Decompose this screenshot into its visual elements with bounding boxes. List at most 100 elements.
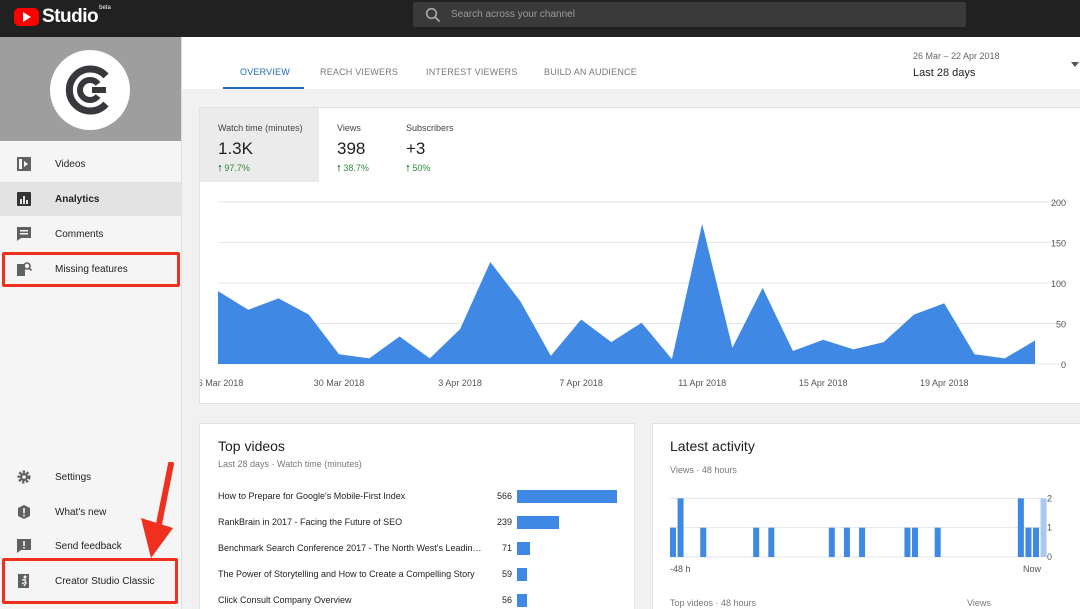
metric-change: 🠕 38.7%: [337, 163, 369, 173]
metric-value: 398: [337, 139, 366, 158]
video-bar: [517, 594, 527, 607]
y-tick-label: 0: [1061, 360, 1066, 370]
activity-footer-top-videos: Top videos · 48 hours: [670, 598, 757, 608]
channel-avatar[interactable]: [50, 50, 130, 130]
sidebar-item-label: Missing features: [55, 263, 128, 275]
video-title[interactable]: RankBrain in 2017 - Facing the Future of…: [218, 517, 403, 527]
tab-reach-viewers[interactable]: REACH VIEWERS: [320, 67, 399, 77]
chevron-down-icon[interactable]: [1071, 62, 1079, 67]
top-video-row[interactable]: RankBrain in 2017 - Facing the Future of…: [218, 515, 618, 531]
activity-bar: [859, 527, 866, 557]
sidebar-item-label: Videos: [55, 158, 86, 170]
search-icon: [425, 7, 441, 22]
sidebar-item-label: Send feedback: [55, 540, 122, 552]
activity-footer-views: Views: [967, 598, 991, 608]
video-icon: [17, 157, 31, 171]
y-tick-label: 2: [1047, 493, 1052, 503]
video-bar: [517, 516, 560, 529]
activity-bar: [912, 527, 918, 557]
top-video-row[interactable]: Benchmark Search Conference 2017 - The N…: [218, 541, 618, 557]
watch-time-area: [218, 223, 1035, 364]
metric-label: Views: [337, 123, 361, 133]
sidebar: Videos Analytics Comments Missing featur…: [0, 37, 182, 609]
sidebar-item-label: Comments: [55, 228, 104, 240]
comment-icon: [17, 227, 31, 241]
y-tick-label: 0: [1047, 552, 1052, 562]
video-title[interactable]: How to Prepare for Google's Mobile-First…: [218, 491, 406, 501]
latest-activity-title: Latest activity: [670, 438, 755, 454]
video-title[interactable]: Click Consult Company Overview: [218, 595, 352, 605]
activity-bar-current: [1040, 498, 1047, 557]
alert-icon: [18, 505, 30, 519]
y-tick-label: 1: [1047, 523, 1052, 533]
tab-interest-viewers[interactable]: INTEREST VIEWERS: [426, 67, 518, 77]
activity-bar: [768, 527, 775, 557]
activity-bar: [700, 527, 707, 557]
sidebar-item-send-feedback[interactable]: Send feedback: [0, 529, 181, 563]
logo-text: Studio: [42, 6, 99, 27]
metric-views[interactable]: Views 398 🠕 38.7%: [319, 108, 389, 182]
metric-label: Watch time (minutes): [218, 123, 303, 133]
video-value: 239: [496, 517, 512, 527]
bar-chart-icon: [17, 192, 31, 206]
video-value: 56: [501, 595, 512, 605]
sidebar-item-comments[interactable]: Comments: [0, 217, 181, 251]
y-tick-label: 50: [1056, 320, 1066, 330]
metric-value: +3: [406, 139, 426, 158]
logo-beta: beta: [99, 5, 111, 11]
top-video-row[interactable]: The Power of Storytelling and How to Cre…: [218, 567, 618, 583]
x-tick-label: 11 Apr 2018: [678, 378, 726, 388]
sidebar-item-label: Analytics: [55, 193, 100, 205]
arrow-up-icon: 🠕: [406, 163, 410, 173]
search-input[interactable]: [451, 9, 931, 20]
y-tick-label: 100: [1051, 279, 1066, 289]
studio-logo[interactable]: Studio beta: [14, 5, 111, 29]
sidebar-item-creator-studio-classic[interactable]: Creator Studio Classic: [0, 564, 181, 598]
top-video-row[interactable]: How to Prepare for Google's Mobile-First…: [218, 489, 618, 505]
activity-bar: [1025, 527, 1032, 557]
top-videos-card: Top videos Last 28 days · Watch time (mi…: [199, 423, 635, 609]
video-title[interactable]: Benchmark Search Conference 2017 - The N…: [218, 543, 483, 553]
activity-bar: [753, 527, 760, 557]
sidebar-item-analytics[interactable]: Analytics: [0, 182, 181, 216]
watch-time-chart: 0 50 100 150 200 26 Mar 2018 30 Mar 2018 3 Apr …: [200, 198, 1068, 388]
sidebar-item-whats-new[interactable]: What's new: [0, 495, 181, 529]
exit-icon: [18, 574, 29, 588]
top-video-row[interactable]: Click Consult Company Overview 56: [218, 593, 618, 609]
x-tick-label: 7 Apr 2018: [559, 378, 603, 388]
main-content: OVERVIEW REACH VIEWERS INTEREST VIEWERS …: [182, 37, 1080, 609]
x-start-label: -48 h: [670, 564, 691, 574]
activity-bar: [828, 527, 835, 557]
top-videos-title: Top videos: [218, 438, 285, 454]
tab-build-an-audience[interactable]: BUILD AN AUDIENCE: [544, 67, 637, 77]
metric-watch-time[interactable]: Watch time (minutes) 1.3K 🠕 97.7%: [200, 108, 319, 182]
metric-change: 🠕 50%: [406, 163, 431, 173]
youtube-play-icon: [14, 8, 39, 26]
sidebar-item-missing-features[interactable]: Missing features: [0, 252, 181, 286]
x-tick-label: 30 Mar 2018: [314, 378, 365, 388]
x-tick-label: 26 Mar 2018: [200, 378, 243, 388]
search-bar[interactable]: [413, 2, 966, 27]
gear-icon: [17, 470, 31, 484]
metric-change: 🠕 97.7%: [218, 163, 250, 173]
channel-banner: [0, 37, 181, 141]
sidebar-item-label: What's new: [55, 506, 107, 518]
metric-label: Subscribers: [406, 123, 454, 133]
sidebar-item-videos[interactable]: Videos: [0, 147, 181, 181]
y-tick-label: 200: [1051, 198, 1066, 208]
video-title[interactable]: The Power of Storytelling and How to Cre…: [218, 569, 475, 579]
activity-bar: [670, 527, 676, 557]
sidebar-item-label: Settings: [55, 471, 92, 483]
sidebar-item-settings[interactable]: Settings: [0, 460, 181, 494]
overview-card: Watch time (minutes) 1.3K 🠕 97.7% Views …: [199, 107, 1080, 404]
annotation-arrow-icon: [141, 462, 174, 558]
video-value: 59: [501, 569, 512, 579]
tab-overview[interactable]: OVERVIEW: [240, 67, 290, 77]
metric-subscribers[interactable]: Subscribers +3 🠕 50%: [389, 108, 469, 182]
date-preset-selector[interactable]: Last 28 days: [913, 67, 976, 79]
activity-bar: [934, 527, 941, 557]
y-tick-label: 150: [1051, 239, 1066, 249]
channel-logo-icon: [65, 65, 109, 115]
x-tick-label: 19 Apr 2018: [920, 378, 969, 388]
